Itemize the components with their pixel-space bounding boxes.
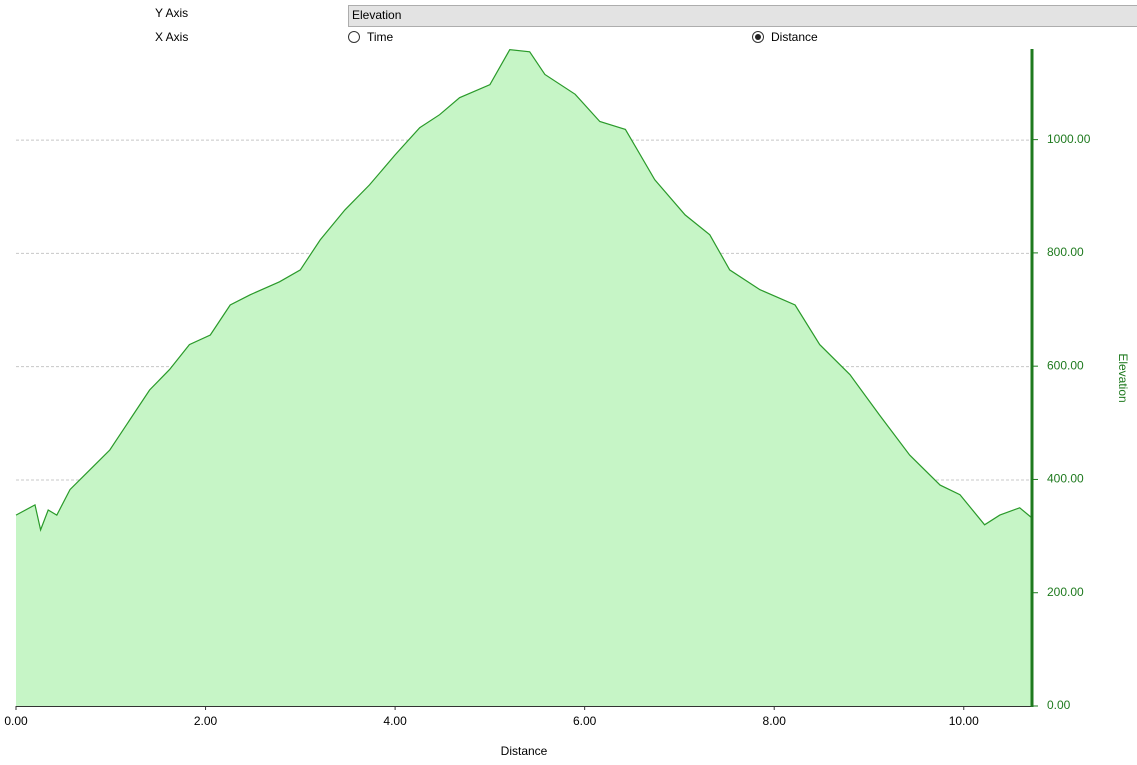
x-tick-label: 6.00 (573, 714, 597, 728)
y-axis-title: Elevation (1116, 353, 1130, 402)
x-tick-label: 0.00 (4, 714, 28, 728)
x-axis-title: Distance (501, 744, 548, 758)
radio-label: Distance (771, 30, 818, 44)
area-fill (16, 49, 1032, 707)
x-tick-label: 4.00 (383, 714, 407, 728)
y-tick-label: 400.00 (1047, 472, 1084, 486)
y-axis-label: Y Axis (155, 6, 188, 20)
y-tick-label: 0.00 (1047, 698, 1071, 712)
radio-button[interactable] (348, 31, 360, 43)
radio-dot (755, 34, 761, 40)
y-tick-label: 600.00 (1047, 358, 1084, 372)
y-tick-label: 800.00 (1047, 245, 1084, 259)
y-tick-label: 1000.00 (1047, 132, 1091, 146)
y-tick-label: 200.00 (1047, 585, 1084, 599)
x-tick-label: 8.00 (763, 714, 787, 728)
radio-label: Time (367, 30, 394, 44)
x-tick-label: 10.00 (949, 714, 979, 728)
dropdown-value: Elevation (352, 8, 401, 22)
elevation-line (15, 48, 1033, 532)
x-axis-label: X Axis (155, 30, 188, 44)
y-axis-dropdown[interactable] (348, 5, 1137, 27)
x-tick-label: 2.00 (194, 714, 218, 728)
